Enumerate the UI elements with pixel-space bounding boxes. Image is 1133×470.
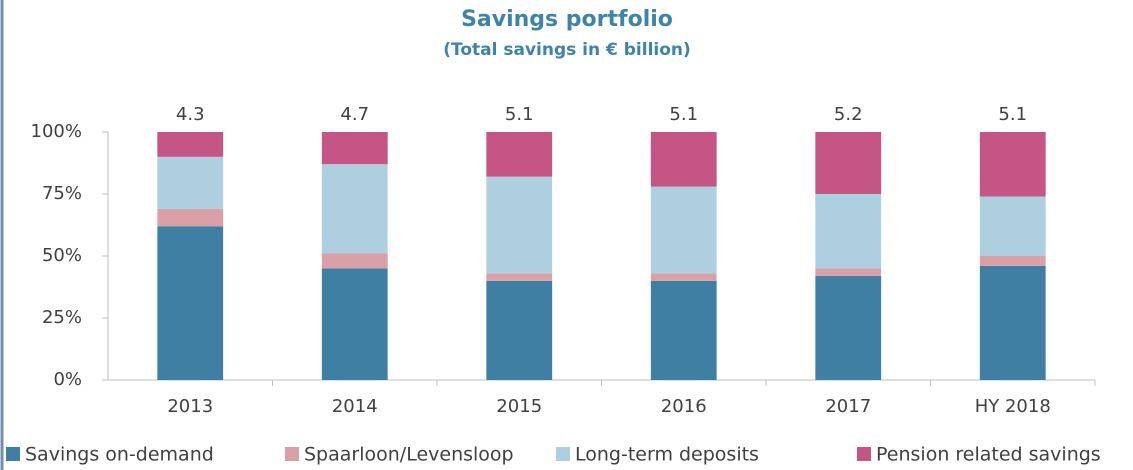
legend-swatch [857, 447, 871, 461]
total-label: 5.1 [998, 104, 1027, 125]
bar-segment [815, 132, 882, 194]
bar-segment [157, 132, 224, 157]
total-label: 4.3 [176, 104, 205, 125]
total-label: 5.1 [505, 104, 534, 125]
legend-swatch [285, 447, 299, 461]
legend-text: Savings on-demand [25, 444, 214, 466]
bar-segment [815, 275, 882, 380]
x-tick-label: 2013 [167, 396, 213, 417]
total-label: 4.7 [340, 104, 369, 125]
legend-text: Spaarloon/Levensloop [304, 444, 514, 466]
y-tick-label: 50% [42, 245, 82, 266]
x-tick-label: HY 2018 [975, 396, 1051, 417]
total-label: 5.1 [669, 104, 698, 125]
bar-segment [321, 132, 388, 165]
legend-swatch [6, 447, 20, 461]
bar-segment [815, 268, 882, 276]
bar-segment [650, 186, 717, 274]
legend-text: Long-term deposits [575, 444, 759, 466]
bar-segment [486, 176, 553, 274]
bar-segment [486, 273, 553, 281]
chart-subtitle: (Total savings in € billion) [443, 40, 691, 60]
chart-title: Savings portfolio [461, 7, 673, 32]
bar-segment [979, 196, 1046, 256]
bar-segment [650, 273, 717, 281]
bar-segment [321, 253, 388, 269]
bar-segment [979, 132, 1046, 197]
x-tick-label: 2014 [332, 396, 378, 417]
bar-segment [157, 208, 224, 227]
bar-segment [321, 164, 388, 254]
x-tick-label: 2015 [496, 396, 542, 417]
bar-segment [321, 268, 388, 380]
x-tick-label: 2016 [661, 396, 707, 417]
bar-segment [979, 265, 1046, 380]
legend-text: Pension related savings [876, 444, 1101, 466]
bar-segment [815, 194, 882, 269]
bar-segment [650, 132, 717, 187]
x-tick-label: 2017 [825, 396, 871, 417]
y-tick-label: 75% [42, 183, 82, 204]
bar-segment [486, 280, 553, 380]
legend-swatch [556, 447, 570, 461]
y-tick-label: 0% [53, 369, 82, 390]
bar-segment [157, 156, 224, 209]
bar-segment [157, 226, 224, 380]
y-tick-label: 25% [42, 307, 82, 328]
total-label: 5.2 [834, 104, 863, 125]
y-tick-label: 100% [31, 121, 82, 142]
bar-segment [979, 256, 1046, 266]
bar-segment [486, 132, 553, 177]
bar-segment [650, 280, 717, 380]
